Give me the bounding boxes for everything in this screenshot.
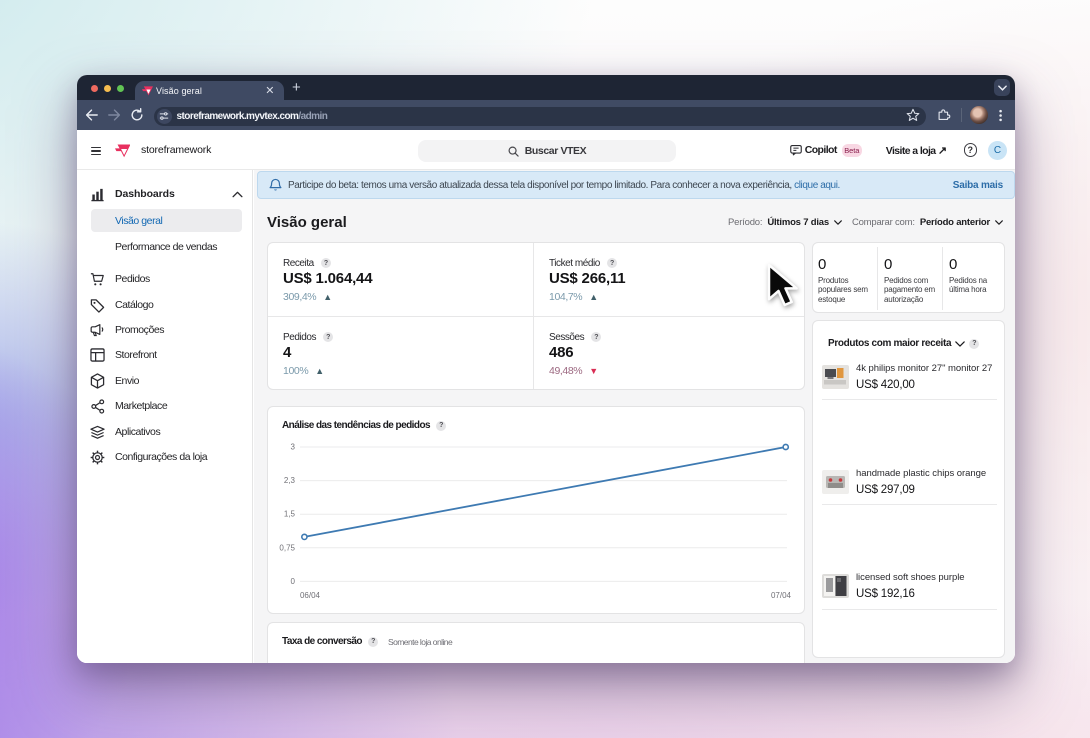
svg-text:0,75: 0,75 [279,543,295,552]
svg-text:0: 0 [291,577,296,586]
svg-text:1,5: 1,5 [284,510,296,519]
svg-text:2,3: 2,3 [284,476,296,485]
svg-text:06/04: 06/04 [300,591,321,600]
svg-text:07/04: 07/04 [771,591,792,600]
svg-text:3: 3 [291,443,296,452]
